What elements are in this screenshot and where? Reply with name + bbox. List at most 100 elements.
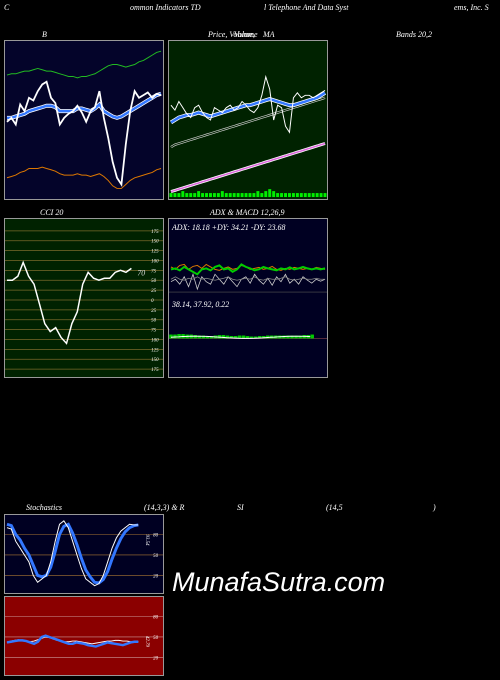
volume-bar: [303, 193, 307, 198]
volume-bar: [201, 193, 205, 198]
cci-last-value: 70: [137, 268, 145, 277]
panel-background: [5, 515, 163, 593]
volume-bar: [240, 193, 244, 198]
volume-bar: [272, 191, 276, 198]
stoch-d-line: [6, 522, 139, 585]
bollinger-panel: [4, 40, 164, 200]
plus-di-line: [170, 263, 326, 276]
rsi-tick-label: 80: [153, 615, 158, 620]
macd-histogram-bar: [241, 335, 246, 339]
macd-histogram-bar: [294, 335, 298, 339]
volume-bar: [205, 193, 209, 198]
volume-bar: [252, 193, 256, 198]
volume-bar: [291, 193, 295, 198]
cci-tick-label: 150: [151, 240, 159, 245]
cci-tick-label: 100: [151, 259, 159, 264]
volume-bar: [177, 193, 181, 198]
volume-bar: [248, 193, 252, 198]
adx-readout: ADX: 18.18 +DY: 34.21 -DY: 23.68: [171, 223, 286, 232]
cci-tick-label: 175: [151, 368, 159, 373]
stoch-tick-label: 50: [153, 554, 158, 559]
stoch-last-value: 93.54: [144, 535, 149, 546]
bollinger-chart: [5, 41, 163, 199]
macd-histogram-bar: [310, 334, 314, 339]
stoch-k-line: [6, 520, 139, 587]
macd-histogram-bar: [225, 335, 230, 339]
panel-background: [5, 597, 163, 675]
price-ma-chart: [169, 41, 327, 199]
stoch-tick-label: 20: [153, 574, 158, 579]
upper-band-line: [6, 50, 162, 79]
macd-histogram-bar: [233, 336, 238, 339]
volume-bar: [185, 193, 189, 198]
cci-panel: 175 150 125 100 75 50 25 0 25 50 75 100 125 150 175 70: [4, 218, 164, 378]
header-seg-4: ems, Inc. S: [454, 3, 489, 12]
price-ma-title: Price, Volume,: [208, 30, 255, 39]
cci-tick-label: 175: [151, 230, 159, 235]
macd-histogram-bar: [237, 335, 242, 339]
cci-chart: 175 150 125 100 75 50 25 0 25 50 75 100 125 150 175 70: [5, 219, 163, 377]
macd-histogram-bar: [290, 335, 294, 339]
lower-band-line: [6, 166, 162, 189]
volume-bar: [189, 193, 193, 198]
rsi-panel: 80 50 20 42.79: [4, 596, 164, 676]
rsi-params: (14,5: [326, 503, 343, 512]
trend-ma-line: [170, 142, 326, 193]
volume-bar: [299, 193, 303, 198]
macd-readout: 38.14, 37.92, 0.22: [171, 300, 229, 309]
macd-histogram-bar: [261, 336, 266, 339]
volume-bar: [315, 193, 319, 198]
cci-tick-label: 25: [151, 309, 156, 314]
cci-title: CCI 20: [40, 208, 64, 217]
volume-bar: [307, 193, 311, 198]
macd-histogram-bar: [205, 336, 210, 339]
macd-histogram-bar: [177, 334, 181, 339]
cci-tick-label: 75: [151, 329, 156, 334]
macd-line: [170, 335, 311, 339]
volume-bar: [295, 193, 299, 198]
panel-background: [169, 219, 327, 377]
cci-tick-label: 150: [151, 358, 159, 363]
cci-line: [6, 260, 132, 345]
adx-line: [170, 273, 326, 291]
macd-histogram-bar: [245, 336, 250, 339]
cci-tick-label: 0: [151, 299, 154, 304]
macd-histogram-bar: [209, 336, 214, 339]
rsi-title: SI: [237, 503, 244, 512]
short-ma-line: [170, 91, 326, 124]
cci-tick-label: 50: [151, 319, 156, 324]
volume-bar: [276, 193, 280, 198]
macd-histogram-bar: [257, 336, 262, 339]
watermark: MunafaSutra.com: [172, 567, 386, 597]
rsi-line: [6, 634, 139, 648]
macd-histogram-bar: [298, 335, 302, 339]
macd-histogram-bar: [229, 336, 234, 339]
price-ma-title-suffix: MA: [263, 30, 275, 39]
adx-macd-title: ADX & MACD 12,26,9: [210, 208, 285, 217]
volume-bar: [232, 193, 236, 198]
rsi-tick-label: 50: [153, 636, 158, 641]
volume-bar: [220, 191, 224, 198]
volume-bar: [216, 193, 220, 198]
macd-histogram-bar: [201, 335, 206, 339]
adx-line-2: [170, 276, 326, 281]
price-line: [6, 80, 162, 188]
volume-bar: [268, 189, 272, 198]
long-ma-core: [170, 97, 326, 148]
volume-bar: [319, 193, 323, 198]
volume-bar: [260, 193, 264, 198]
macd-histogram-bar: [169, 334, 173, 339]
panel-background: [5, 41, 163, 199]
volume-bar: [169, 193, 173, 198]
volume-bar: [256, 191, 260, 198]
rsi-tick-label: 20: [153, 656, 158, 661]
cci-tick-label: 125: [151, 348, 159, 353]
volume-bar: [228, 193, 232, 198]
panel-background: [5, 219, 163, 377]
price-line: [170, 74, 326, 134]
volume-bar: [193, 193, 197, 198]
rsi-chart: 80 50 20 42.79: [5, 597, 163, 675]
volume-bar: [173, 193, 177, 198]
header-seg-3: l Telephone And Data Syst: [264, 3, 349, 12]
volume-bar: [197, 191, 201, 198]
